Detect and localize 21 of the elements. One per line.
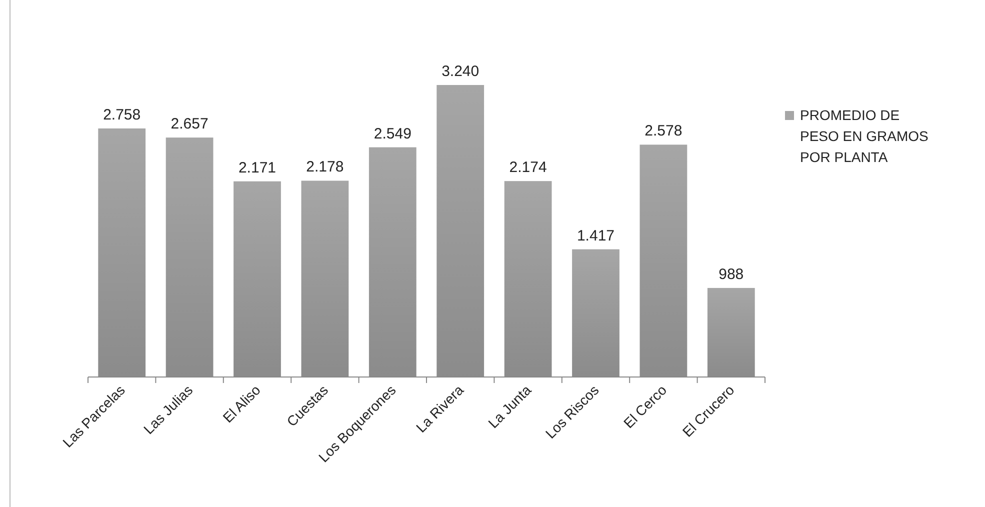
data-label: 3.240 bbox=[442, 63, 480, 80]
bar bbox=[368, 147, 416, 377]
bar bbox=[640, 144, 688, 377]
data-label: 1.417 bbox=[576, 227, 615, 244]
bar bbox=[572, 249, 620, 377]
bar bbox=[436, 85, 484, 377]
data-label: 2.174 bbox=[509, 159, 547, 176]
data-label: 2.578 bbox=[644, 122, 682, 140]
data-label: 2.178 bbox=[306, 158, 344, 176]
data-label: 2.549 bbox=[374, 125, 412, 142]
bar bbox=[166, 138, 214, 377]
data-label: 2.657 bbox=[170, 116, 208, 133]
legend-label: PROMEDIO DE PESO EN GRAMOS POR PLANTA bbox=[800, 107, 928, 165]
bar bbox=[504, 181, 552, 377]
data-label: 2.171 bbox=[238, 159, 276, 176]
data-label: 2.758 bbox=[103, 106, 141, 124]
bar bbox=[234, 181, 281, 377]
bar bbox=[707, 288, 755, 377]
bar bbox=[98, 128, 146, 377]
bar bbox=[301, 180, 349, 377]
data-label: 988 bbox=[718, 266, 744, 283]
